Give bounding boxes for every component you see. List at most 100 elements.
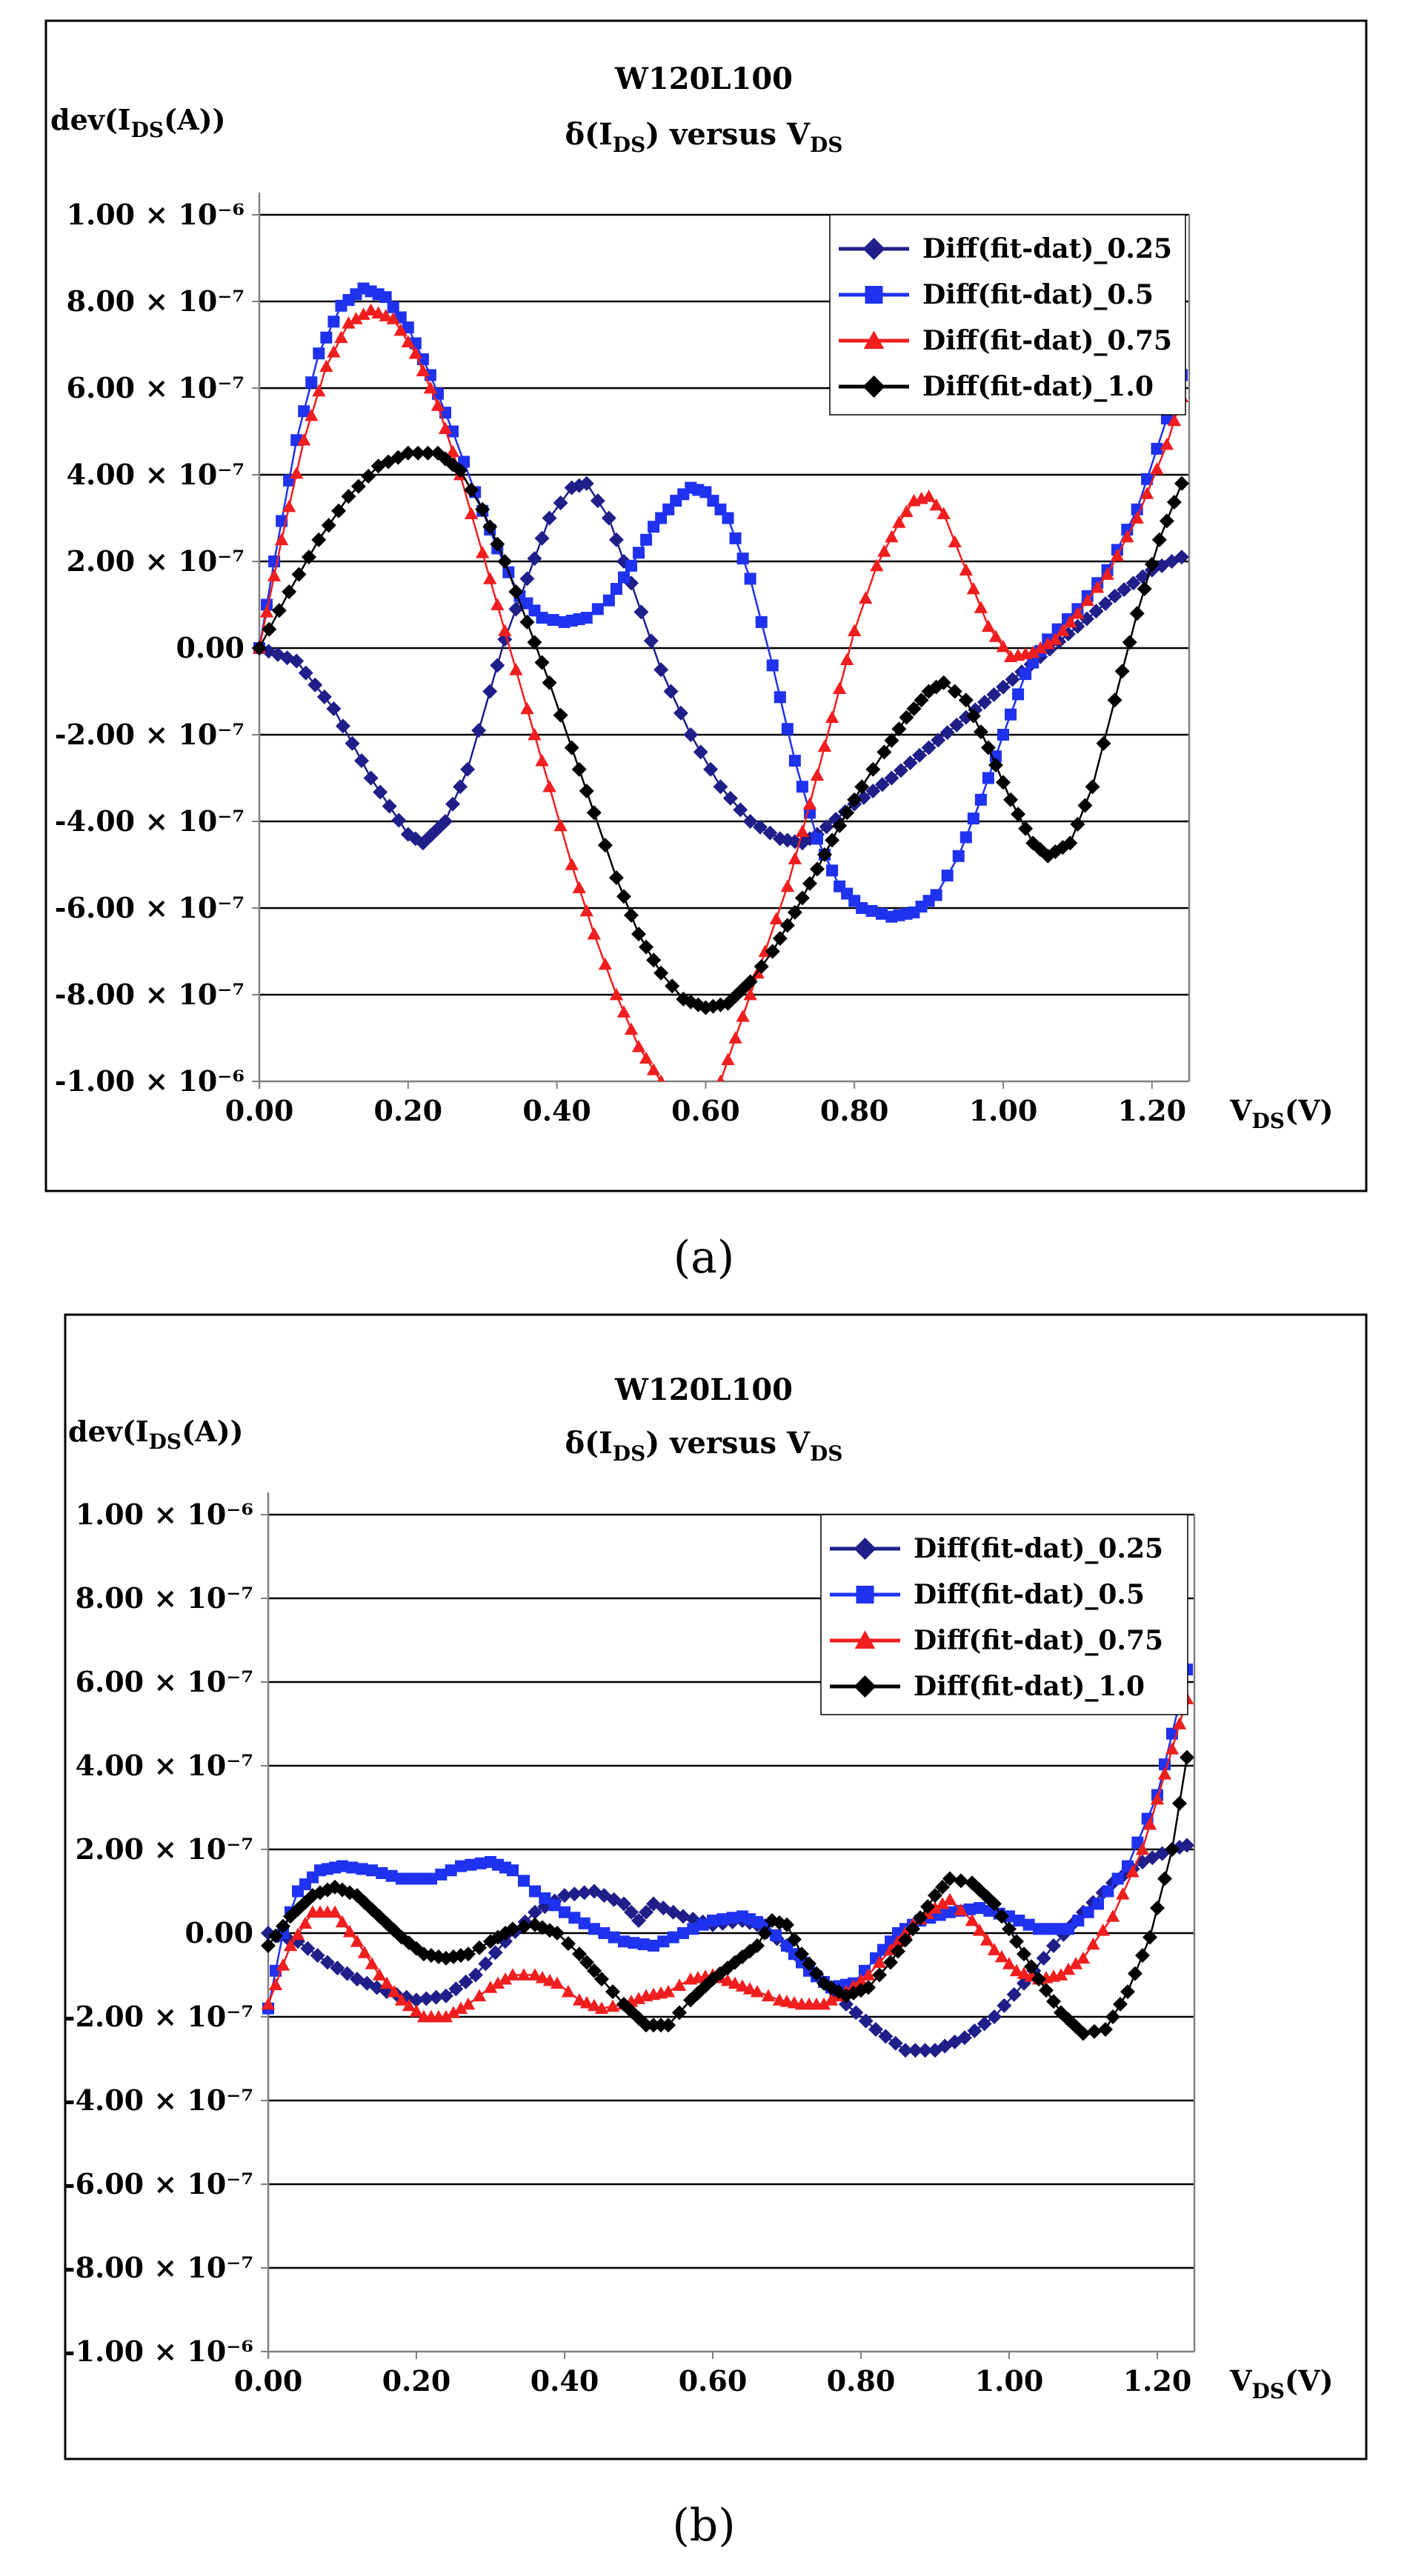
data-point xyxy=(914,693,929,708)
data-point xyxy=(587,1963,602,1978)
data-point xyxy=(267,569,282,581)
data-point xyxy=(341,489,356,504)
data-point xyxy=(769,912,783,924)
data-point xyxy=(936,675,951,690)
data-point xyxy=(490,598,505,610)
data-point xyxy=(387,1984,402,1998)
data-point xyxy=(977,2016,992,2032)
x-tick-label: 0.60 xyxy=(679,2364,748,2398)
data-point xyxy=(1080,593,1094,607)
data-point xyxy=(865,904,878,917)
data-point xyxy=(516,1968,531,1981)
data-point xyxy=(591,603,604,615)
data-point xyxy=(891,1935,905,1947)
legend-label: Diff(fit-dat)_1.0 xyxy=(914,1671,1145,1702)
data-point xyxy=(1088,604,1104,619)
data-point xyxy=(528,1968,542,1981)
data-point xyxy=(994,1909,1009,1924)
data-point xyxy=(313,347,325,360)
data-point xyxy=(401,335,415,347)
data-point xyxy=(561,1984,576,1998)
data-point xyxy=(509,663,523,675)
data-point xyxy=(765,944,780,959)
legend-marker xyxy=(862,376,885,398)
x-tick-label: 0.00 xyxy=(225,1094,294,1127)
data-point xyxy=(373,784,388,800)
data-point xyxy=(997,729,1009,741)
data-point xyxy=(1006,1986,1022,2002)
data-point xyxy=(639,939,654,955)
data-point xyxy=(728,1976,742,1989)
x-tick-label: 0.40 xyxy=(530,2364,599,2398)
data-point xyxy=(616,1005,631,1018)
data-point xyxy=(1130,511,1144,524)
data-point xyxy=(643,633,659,649)
data-point xyxy=(865,761,881,777)
data-point xyxy=(453,463,468,478)
data-point xyxy=(387,301,399,313)
data-point xyxy=(667,1931,679,1943)
data-point xyxy=(516,1919,531,1935)
data-point xyxy=(542,1973,557,1986)
data-point xyxy=(899,710,914,725)
data-point xyxy=(981,619,996,633)
data-point xyxy=(1172,1717,1187,1729)
data-point xyxy=(920,1899,935,1915)
panel-caption-a: (a) xyxy=(673,1232,735,1284)
data-point xyxy=(754,958,769,974)
data-point xyxy=(1027,656,1040,669)
data-point xyxy=(420,445,436,461)
data-point xyxy=(1079,611,1094,627)
data-point xyxy=(892,515,906,528)
data-point xyxy=(578,1917,591,1929)
y-tick-label: 2.00 × 10⁻⁷ xyxy=(67,544,245,578)
data-point xyxy=(624,1904,639,1920)
data-point xyxy=(859,591,873,604)
y-tick-label: 4.00 × 10⁻⁷ xyxy=(76,1749,253,1782)
data-point xyxy=(598,957,613,970)
data-point xyxy=(438,421,453,434)
data-point xyxy=(878,2029,894,2044)
data-point xyxy=(1005,672,1020,687)
data-point xyxy=(707,1915,719,1927)
data-point xyxy=(912,747,928,763)
data-point xyxy=(369,1980,385,1995)
data-point xyxy=(465,1858,477,1871)
data-point xyxy=(1071,607,1085,619)
data-point xyxy=(825,710,839,723)
y-tick-label: -8.00 × 10⁻⁷ xyxy=(55,978,245,1011)
data-point xyxy=(861,1980,876,1995)
data-point xyxy=(1137,581,1152,597)
data-point xyxy=(1017,1946,1031,1962)
data-point xyxy=(365,1957,379,1969)
data-point xyxy=(587,927,601,940)
data-point xyxy=(616,1896,631,1912)
data-point xyxy=(455,1860,467,1872)
data-point xyxy=(1151,442,1163,455)
data-point xyxy=(428,1989,444,2005)
data-point xyxy=(742,814,758,829)
data-point xyxy=(1144,556,1160,572)
data-point xyxy=(1062,835,1078,851)
y-tick-label: 0.00 xyxy=(184,1916,253,1949)
data-point xyxy=(996,679,1011,695)
data-point xyxy=(811,832,823,845)
data-point xyxy=(423,381,438,394)
data-point xyxy=(616,889,631,904)
data-point xyxy=(672,1978,687,1991)
data-point xyxy=(941,870,954,882)
data-point xyxy=(696,1918,709,1931)
data-point xyxy=(1012,688,1025,701)
data-point xyxy=(744,573,756,585)
data-point xyxy=(967,2023,982,2038)
y-tick-label: -1.00 × 10⁻⁶ xyxy=(64,2335,253,2368)
data-point xyxy=(794,1946,809,1962)
data-point xyxy=(787,904,802,920)
data-point xyxy=(898,1932,913,1948)
data-point xyxy=(959,831,972,844)
data-point xyxy=(1159,513,1174,529)
data-point xyxy=(316,689,332,704)
data-point xyxy=(579,476,594,491)
data-point xyxy=(572,1946,587,1962)
data-point xyxy=(363,770,379,786)
